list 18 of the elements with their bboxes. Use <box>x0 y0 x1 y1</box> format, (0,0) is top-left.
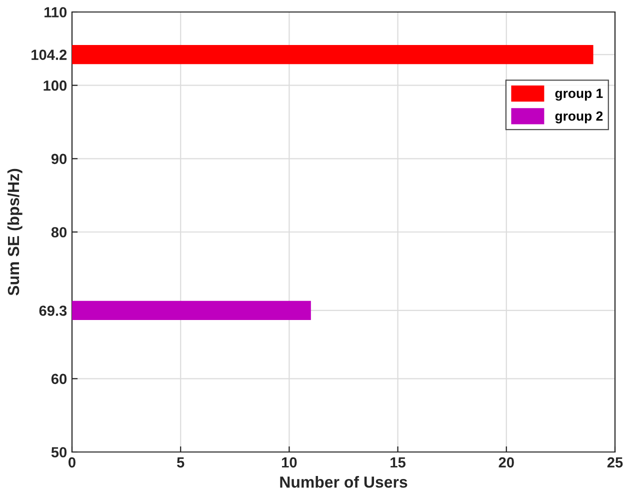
y-tick-label: 69.3 <box>39 306 67 316</box>
y-tick-label: 50 <box>51 447 67 458</box>
x-tick-label: 10 <box>282 457 297 468</box>
y-tick-label: 100 <box>44 80 67 91</box>
y-tick-label: 110 <box>44 7 67 18</box>
y-axis-title: Sum SE (bps/Hz) <box>7 168 22 296</box>
x-tick-label: 15 <box>390 457 406 468</box>
legend-label: group 2 <box>555 111 603 124</box>
x-tick-label: 25 <box>607 457 623 468</box>
legend-label: group 1 <box>555 88 603 101</box>
x-tick-label: 0 <box>68 457 76 468</box>
x-tick-label: 20 <box>498 457 514 468</box>
y-tick-label: 60 <box>51 374 67 384</box>
y-tick-label: 104.2 <box>32 50 67 60</box>
y-tick-label: 80 <box>51 227 67 238</box>
x-tick-label: 5 <box>176 457 184 468</box>
y-tick-label: 90 <box>51 154 67 164</box>
x-axis-title: Number of Users <box>280 476 408 488</box>
